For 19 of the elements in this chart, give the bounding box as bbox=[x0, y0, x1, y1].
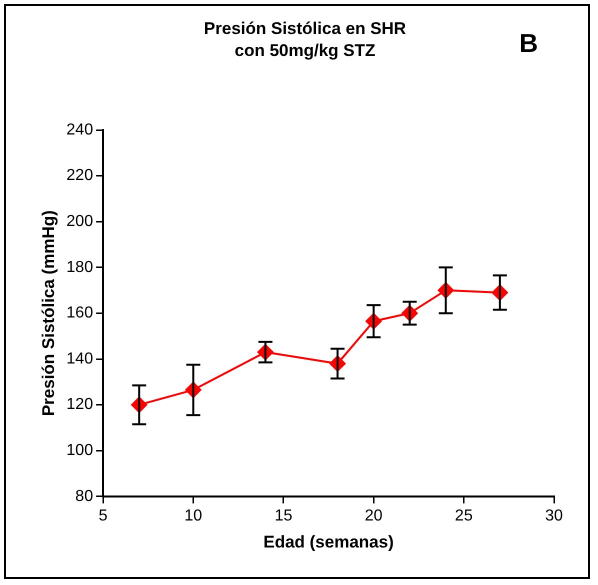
y-tick-label: 80 bbox=[75, 488, 94, 505]
y-tick-label: 180 bbox=[66, 258, 94, 276]
x-tick-label: 15 bbox=[274, 507, 292, 524]
y-tick-label: 100 bbox=[66, 442, 94, 460]
y-tick-label: 240 bbox=[66, 121, 94, 138]
x-axis-title: Edad (semanas) bbox=[263, 532, 394, 552]
y-tick-label: 160 bbox=[66, 304, 94, 322]
x-tick-label: 30 bbox=[545, 507, 563, 524]
x-tick-label: 10 bbox=[184, 507, 202, 524]
x-tick-label: 5 bbox=[98, 507, 108, 524]
x-tick-label: 20 bbox=[364, 507, 383, 524]
y-tick-label: 220 bbox=[66, 167, 94, 184]
chart-title: Presión Sistólica en SHR con 50mg/kg STZ bbox=[202, 18, 408, 62]
y-axis-title: Presión Sistólica (mmHg) bbox=[38, 210, 58, 416]
y-tick-label: 200 bbox=[66, 213, 94, 230]
y-tick-label: 140 bbox=[66, 350, 94, 368]
x-tick-label: 25 bbox=[454, 507, 473, 524]
text: B bbox=[519, 28, 538, 59]
y-tick-label: 120 bbox=[66, 396, 94, 414]
